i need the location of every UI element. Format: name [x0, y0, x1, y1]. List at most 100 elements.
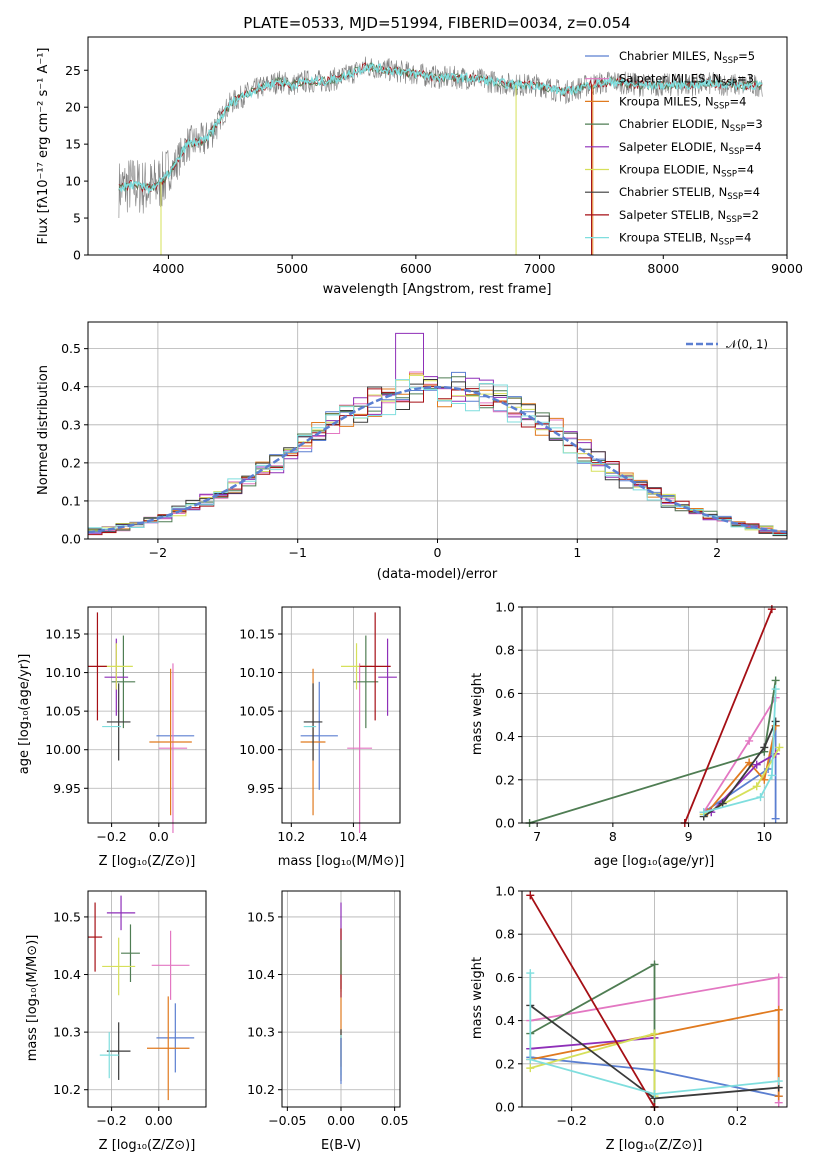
y-tick-label: 0.3 [61, 417, 81, 432]
weight-point-marker [771, 717, 780, 726]
weight-point-marker [771, 814, 780, 823]
weight-line [529, 894, 656, 1108]
weight-point-marker [650, 960, 659, 969]
weight-point-marker [774, 1005, 783, 1014]
x-tick-label: 6000 [400, 261, 432, 276]
y-tick-label: 10.3 [53, 1025, 81, 1040]
weight-point-marker [745, 758, 754, 767]
y-tick-label: 1.0 [495, 884, 515, 899]
x-tick-label: 10.4 [339, 829, 367, 844]
weight-point-marker [760, 743, 769, 752]
x-tick-label: 0.05 [381, 1113, 409, 1128]
grid [282, 607, 400, 823]
histogram-xlabel: (data-model)/error [377, 567, 498, 582]
weight-point-marker [767, 605, 776, 614]
weight-point-marker [771, 676, 780, 685]
x-tick-label: 0.00 [145, 1113, 173, 1128]
y-tick-label: 15 [65, 137, 81, 152]
y-tick-label: 10.4 [247, 967, 275, 982]
ebv-mass-panel: −0.05 0.00 0.05 10.2 10.3 10.4 10.5 E(B-V) [247, 890, 409, 1153]
weight-series-kroupa_stelib [526, 969, 783, 1099]
errorbar-salpeter_miles [151, 930, 190, 1000]
errorbar-kroupa_miles [147, 996, 190, 1101]
z-mass-panel: −0.2 0.00 10.2 10.3 10.4 10.5 Z [log₁₀(Z/Z⊙)]… [25, 890, 207, 1153]
weight-point-marker [756, 793, 765, 802]
z-weight-ylabel: mass weight [470, 957, 485, 1039]
y-tick-label: 0.1 [61, 493, 81, 508]
weight-point-marker [774, 1092, 783, 1101]
weight-point-marker [767, 771, 776, 780]
x-tick-label: 0.0 [149, 829, 169, 844]
spectrum-xlabel: wavelength [Angstrom, rest frame] [323, 282, 552, 297]
errorbar-chabrier_elodie [121, 924, 140, 983]
spectrum-legend: Chabrier MILES, NSSP=5 Salpeter MILES, NS… [585, 49, 763, 248]
age-weight-xlabel: age [log₁₀(age/yr)] [594, 854, 715, 869]
histogram-step-kroupa_stelib [88, 379, 787, 535]
panel-frame [281, 606, 401, 824]
spectrum-ylabel: Flux [fλ10⁻¹⁷ erg cm⁻² s⁻¹ A⁻¹] [36, 48, 51, 245]
y-tick-label: 0.8 [495, 927, 515, 942]
panel-frame [521, 606, 788, 824]
z-mass-xlabel: Z [log₁₀(Z/Z⊙)] [99, 1138, 196, 1153]
y-tick-label: 9.95 [247, 781, 275, 796]
weight-point-marker [526, 1055, 535, 1064]
y-tick-label: 0.4 [495, 729, 515, 744]
panel-frame [87, 890, 207, 1108]
y-tick-label: 10.4 [53, 967, 81, 982]
z-age-panel: −0.2 0.0 9.95 10.00 10.05 10.10 10.15 Z [log₁₀… [17, 606, 207, 869]
weight-point-marker [699, 808, 708, 817]
x-tick-label: 7 [533, 829, 541, 844]
weight-line [706, 725, 777, 813]
age-weight-panel: 7 8 9 10 0.0 0.2 0.4 0.6 0.8 1.0 age [log₁₀(age/y… [470, 600, 788, 869]
y-tick-label: 10 [65, 174, 81, 189]
y-tick-label: 10.5 [247, 909, 275, 924]
y-tick-label: 0.6 [495, 970, 515, 985]
x-tick-label: 0 [434, 545, 442, 560]
y-tick-label: 10.00 [45, 742, 81, 757]
errorbar-kroupa_stelib [99, 1032, 119, 1079]
errorbar-salpeter_miles [347, 663, 373, 834]
weight-point-marker [526, 891, 535, 900]
y-tick-label: 0.2 [495, 1056, 515, 1071]
x-tick-label: 8 [609, 829, 617, 844]
errorbar-chabrier_stelib [303, 683, 323, 761]
legend-normal-label: 𝒩(0, 1) [726, 337, 768, 351]
errorbar-chabrier_elodie [111, 635, 136, 729]
errorbar-chabrier_miles [300, 681, 338, 790]
histogram-ylabel: Normed distribution [36, 365, 51, 495]
errorbar-salpeter_stelib [88, 902, 103, 972]
weight-point-marker [526, 969, 535, 978]
y-tick-label: 10.10 [239, 665, 275, 680]
mass-age-xlabel: mass [log₁₀(M/M⊙)] [278, 854, 405, 869]
errorbar-salpeter_stelib [359, 612, 391, 721]
weight-line [529, 973, 779, 1095]
z-mass-ylabel: mass [log₁₀(M/M⊙)] [25, 935, 40, 1062]
y-tick-label: 0.2 [61, 455, 81, 470]
legend-label-salpeter_elodie: Salpeter ELODIE, NSSP=4 [619, 140, 762, 157]
histogram-legend: 𝒩(0, 1) [686, 337, 768, 351]
z-weight-xlabel: Z [log₁₀(Z/Z⊙)] [606, 1138, 703, 1153]
y-tick-label: 9.95 [53, 781, 81, 796]
y-tick-label: 10.05 [239, 704, 275, 719]
ebv-mass-xlabel: E(B-V) [321, 1138, 361, 1153]
histogram-panel: −2 −1 0 1 2 0.0 0.1 0.2 0.3 0.4 0.5 (data-model)/e… [36, 321, 788, 582]
errorbar-salpeter_miles [158, 663, 188, 834]
weight-series-kroupa_stelib [699, 685, 780, 817]
weight-line [683, 608, 773, 824]
legend-label-kroupa_miles: Kroupa MILES, NSSP=4 [619, 94, 746, 111]
weight-line [703, 689, 777, 814]
weight-point-marker [650, 1029, 659, 1038]
y-tick-label: 0 [73, 248, 81, 263]
weight-point-marker [774, 1077, 783, 1086]
y-tick-label: 0.4 [61, 379, 81, 394]
x-tick-label: 10 [756, 829, 772, 844]
panel-frame [87, 606, 207, 824]
errorbar-chabrier_miles [156, 1003, 195, 1073]
x-tick-label: −0.2 [557, 1113, 587, 1128]
histogram-step-chabrier_stelib [88, 379, 787, 537]
errorbar-chabrier_stelib [106, 683, 131, 761]
normal-curve [87, 385, 788, 534]
x-tick-label: 0.2 [727, 1113, 747, 1128]
z-weight-panel: −0.2 0.0 0.2 0.0 0.2 0.4 0.6 0.8 1.0 Z [log₁₀(Z/… [470, 884, 788, 1153]
